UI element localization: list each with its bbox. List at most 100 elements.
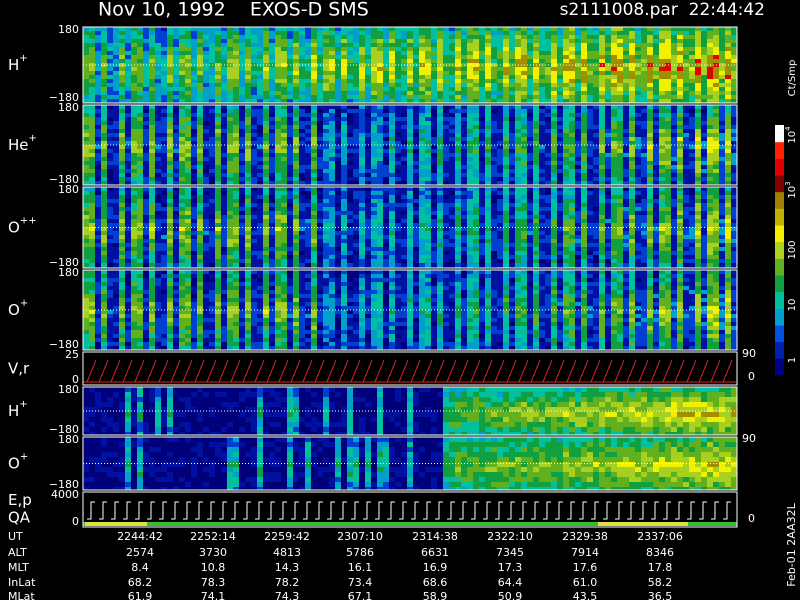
spectrogram-cell: [245, 181, 251, 185]
spectrogram-cell: [437, 145, 443, 149]
spectrogram-cell: [431, 149, 437, 153]
spectrogram-cell: [365, 43, 371, 47]
spectrogram-cell: [275, 219, 281, 223]
spectrogram-cell: [167, 121, 173, 125]
spectrogram-cell: [341, 129, 347, 133]
spectrogram-cell: [557, 51, 563, 55]
spectrogram-cell: [131, 31, 137, 35]
spectrogram-cell: [587, 133, 593, 137]
spectrogram-cell: [449, 141, 455, 145]
spectrogram-cell: [263, 195, 269, 199]
spectrogram-cell: [383, 153, 389, 157]
spectrogram-cell: [203, 223, 209, 227]
spectrogram-cell: [227, 199, 233, 203]
spectrogram-cell: [101, 133, 107, 137]
spectrogram-cell: [209, 215, 215, 219]
spectrogram-cell: [275, 35, 281, 39]
spectrogram-cell: [287, 181, 293, 185]
spectrogram-cell: [125, 137, 131, 141]
spectrogram-cell: [83, 227, 89, 231]
spectrogram-cell: [149, 121, 155, 125]
spectrogram-cell: [215, 109, 221, 113]
spectrogram-cell: [113, 79, 119, 83]
spectrogram-cell: [197, 191, 203, 195]
spectrogram-cell: [731, 27, 737, 31]
spectrogram-cell: [653, 39, 659, 43]
spectrogram-cell: [713, 79, 719, 83]
spectrogram-cell: [179, 153, 185, 157]
spectrogram-cell: [575, 141, 581, 145]
spectrogram-cell: [443, 137, 449, 141]
spectrogram-cell: [431, 91, 437, 95]
spectrogram-cell: [431, 27, 437, 31]
spectrogram-cell: [683, 47, 689, 51]
spectrogram-cell: [689, 181, 695, 185]
spectrogram-cell: [185, 203, 191, 207]
spectrogram-cell: [221, 31, 227, 35]
spectrogram-cell: [389, 91, 395, 95]
spectrogram-cell: [251, 235, 257, 239]
spectrogram-cell: [521, 161, 527, 165]
spectrogram-cell: [443, 59, 449, 63]
spectrogram-cell: [245, 153, 251, 157]
spectrogram-cell: [443, 153, 449, 157]
spectrogram-cell: [209, 223, 215, 227]
spectrogram-cell: [329, 137, 335, 141]
spectrogram-cell: [263, 177, 269, 181]
spectrogram-cell: [371, 59, 377, 63]
spectrogram-cell: [617, 99, 623, 103]
spectrogram-cell: [203, 239, 209, 243]
spectrogram-cell: [155, 263, 161, 267]
spectrogram-cell: [455, 99, 461, 103]
spectrogram-cell: [317, 35, 323, 39]
spectrogram-cell: [173, 91, 179, 95]
spectrogram-cell: [587, 59, 593, 63]
spectrogram-cell: [281, 129, 287, 133]
spectrogram-cell: [491, 75, 497, 79]
spectrogram-cell: [239, 55, 245, 59]
spectrogram-cell: [149, 219, 155, 223]
spectrogram-cell: [527, 43, 533, 47]
spectrogram-cell: [107, 251, 113, 255]
spectrogram-cell: [95, 211, 101, 215]
spectrogram-cell: [311, 133, 317, 137]
spectrogram-cell: [149, 91, 155, 95]
spectrogram-cell: [113, 263, 119, 267]
spectrogram-cell: [527, 31, 533, 35]
spectrogram-cell: [143, 67, 149, 71]
spectrogram-cell: [359, 79, 365, 83]
spectrogram-cell: [551, 149, 557, 153]
spectrogram-cell: [371, 153, 377, 157]
spectrogram-cell: [227, 231, 233, 235]
spectrogram-cell: [545, 145, 551, 149]
spectrogram-cell: [533, 133, 539, 137]
spectrogram-cell: [533, 59, 539, 63]
spectrogram-cell: [461, 133, 467, 137]
spectrogram-cell: [425, 67, 431, 71]
spectrogram-cell: [581, 117, 587, 121]
spectrogram-cell: [173, 153, 179, 157]
spectrogram-cell: [227, 105, 233, 109]
spectrogram-cell: [197, 43, 203, 47]
spectrogram-cell: [401, 133, 407, 137]
spectrogram-cell: [179, 161, 185, 165]
spectrogram-cell: [593, 105, 599, 109]
spectrogram-cell: [395, 117, 401, 121]
spectrogram-cell: [503, 31, 509, 35]
spectrogram-cell: [641, 105, 647, 109]
spectrogram-cell: [239, 153, 245, 157]
spectrogram-cell: [251, 227, 257, 231]
spectrogram-cell: [623, 161, 629, 165]
spectrogram-cell: [113, 219, 119, 223]
spectrogram-cell: [239, 255, 245, 259]
spectrogram-cell: [233, 71, 239, 75]
spectrogram-cell: [647, 113, 653, 117]
spectrogram-cell: [323, 83, 329, 87]
spectrogram-cell: [581, 165, 587, 169]
spectrogram-cell: [557, 43, 563, 47]
spectrogram-cell: [551, 91, 557, 95]
spectrogram-cell: [449, 121, 455, 125]
spectrogram-cell: [269, 31, 275, 35]
spectrogram-cell: [101, 27, 107, 31]
spectrogram-cell: [677, 141, 683, 145]
